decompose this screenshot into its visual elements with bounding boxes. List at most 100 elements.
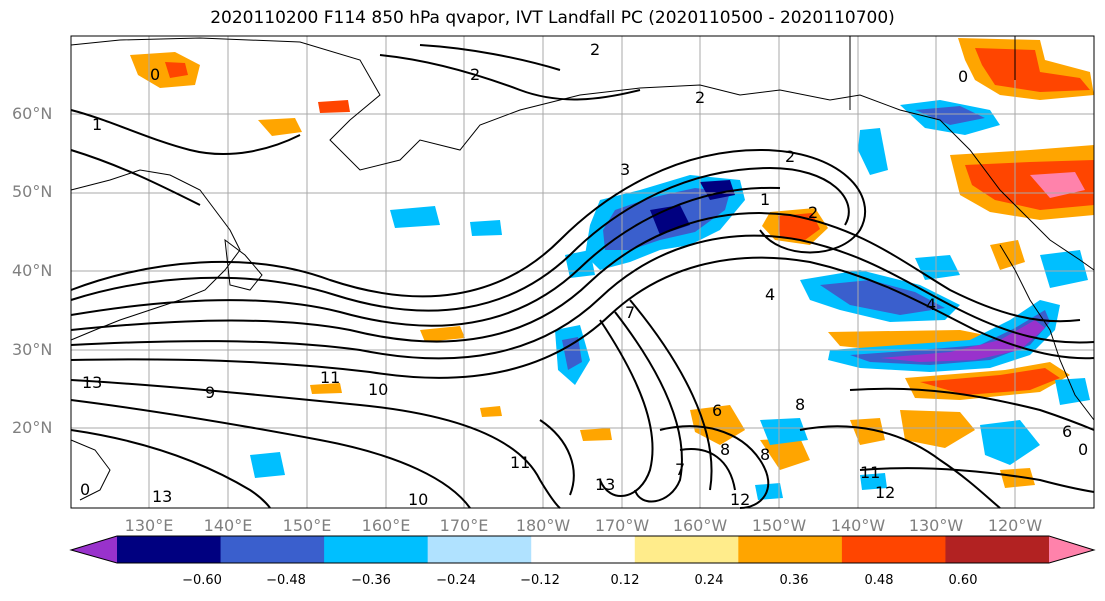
contour-label: 13 (82, 373, 102, 392)
colorbar-segment (531, 536, 636, 563)
contour-line (70, 109, 301, 156)
colorbar-tick-label: −0.24 (436, 573, 476, 588)
coastline-philippines (70, 439, 111, 501)
colorbar-tick-label: 0.12 (610, 573, 640, 588)
lon-label: 150°W (751, 516, 807, 535)
contour-label: 9 (205, 383, 215, 402)
colorbar-tick-label: −0.36 (351, 573, 391, 588)
contour-label: 0 (1078, 440, 1088, 459)
colorbar-tick-label: 0.48 (864, 573, 894, 588)
colorbar (69, 535, 1096, 564)
colorbar-tick-label: 0.24 (694, 573, 724, 588)
contour-label: 8 (720, 440, 730, 459)
lon-label: 160°W (672, 516, 728, 535)
lon-label: 170°E (439, 516, 489, 535)
colorbar-tick-label: −0.12 (520, 573, 560, 588)
contour-label: 2 (470, 65, 480, 84)
contour-label: 1 (760, 190, 770, 209)
lat-label: 20°N (12, 418, 53, 437)
graticule (71, 36, 1094, 508)
contour-line (70, 166, 850, 312)
lat-label: 30°N (12, 340, 53, 359)
lon-label: 170°W (594, 516, 650, 535)
colorbar-extend-low (71, 536, 117, 563)
lon-label: 130°W (908, 516, 964, 535)
contour-label: 6 (1062, 422, 1072, 441)
lon-label: 130°E (124, 516, 174, 535)
colorbar-segment (634, 536, 739, 563)
contour-label: 11 (860, 463, 880, 482)
colorbar-segment (738, 536, 843, 563)
contour-line (70, 212, 1081, 343)
lat-label: 40°N (12, 261, 53, 280)
contour-label: 2 (808, 203, 818, 222)
contour-labels: 2 2 2 2 0 1 1 2 3 4 6 7 7 8 8 8 9 10 11 … (80, 40, 1088, 509)
contour-line (679, 448, 736, 491)
colorbar-segment (220, 536, 325, 563)
contour-label: 0 (80, 480, 90, 499)
ivt-contours (70, 44, 1095, 509)
contour-line (70, 256, 1095, 379)
contour-line (70, 379, 561, 509)
contour-label: 7 (675, 460, 685, 479)
contour-label: 0 (150, 65, 160, 84)
contour-label: 10 (368, 380, 388, 399)
contour-label: 2 (590, 40, 600, 59)
contour-label: 8 (795, 395, 805, 414)
lon-label: 140°W (830, 516, 886, 535)
lon-label: 120°W (987, 516, 1043, 535)
lon-label: 160°E (361, 516, 411, 535)
contour-line (659, 425, 770, 509)
colorbar-segment (841, 536, 946, 563)
contour-line (599, 319, 654, 497)
contour-label: 4 (765, 285, 775, 304)
anomaly-shading (130, 38, 1094, 500)
contour-line (539, 419, 575, 496)
coastlines (70, 36, 1095, 501)
contour-line (614, 311, 683, 503)
contour-line (70, 186, 781, 327)
colorbar-tick-label: −0.48 (266, 573, 306, 588)
colorbar-segment (945, 536, 1050, 563)
contour-label: 12 (875, 483, 895, 502)
lat-label: 60°N (12, 104, 53, 123)
contour-line (799, 425, 1001, 509)
contour-label: 8 (760, 445, 770, 464)
colorbar-tick-label: 0.60 (948, 573, 978, 588)
contour-line (70, 399, 471, 509)
contour-line (849, 387, 1095, 431)
coastline-namerica (999, 244, 1095, 421)
map-frame (70, 35, 1095, 509)
contour-line (379, 54, 641, 101)
colorbar-segment (117, 536, 222, 563)
contour-label: 1 (92, 115, 102, 134)
colorbar-tick-label: −0.60 (182, 573, 222, 588)
contour-label: 7 (625, 303, 635, 322)
contour-label: 4 (926, 295, 936, 314)
colorbar-segment (324, 536, 429, 563)
contour-line (70, 149, 201, 206)
coastline-asia (70, 169, 241, 341)
contour-label: 11 (320, 368, 340, 387)
contour-label: 0 (958, 67, 968, 86)
contour-label: 10 (408, 490, 428, 509)
colorbar-outline (69, 535, 1096, 564)
contour-label: 12 (730, 490, 750, 509)
colorbar-segment (427, 536, 532, 563)
lon-label: 140°E (203, 516, 253, 535)
map-title: 2020110200 F114 850 hPa qvapor, IVT Land… (210, 8, 895, 28)
contour-line (70, 148, 866, 298)
lon-label: 180°W (515, 516, 571, 535)
contour-line (419, 44, 561, 71)
contour-label: 13 (152, 487, 172, 506)
contour-label: 3 (620, 160, 630, 179)
contour-label: 2 (785, 147, 795, 166)
colorbar-extend-high (1049, 536, 1094, 563)
contour-line (70, 429, 271, 509)
contour-label: 6 (712, 401, 722, 420)
contour-label: 13 (595, 475, 615, 494)
positive-anomaly-patch (130, 52, 200, 88)
contour-line (859, 467, 1095, 493)
contour-label: 2 (695, 88, 705, 107)
